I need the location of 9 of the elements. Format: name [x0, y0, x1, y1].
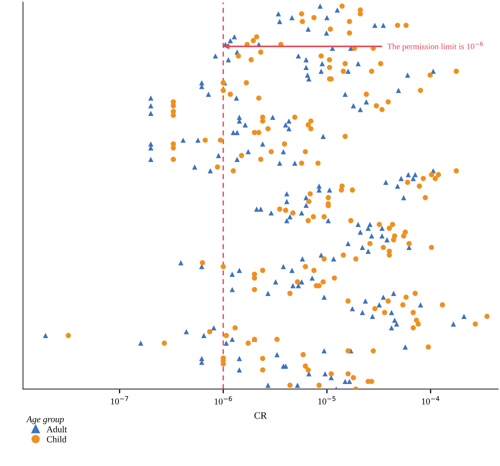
x-tick-label: 10$^{−4}$ [422, 396, 440, 404]
legend-label: Adult [46, 426, 67, 432]
x-tick-label: 10$^{−5}$ [318, 396, 336, 404]
x-axis-title: CR [254, 412, 267, 419]
x-tick-label: 10$^{−7}$ [111, 396, 128, 404]
legend-label: Child [46, 436, 66, 442]
legend-title: Age group [26, 416, 64, 424]
annotation: The permission limit is 10$^{−6}$ [387, 42, 483, 51]
x-tick-label: 10$^{−6}$ [214, 396, 232, 405]
